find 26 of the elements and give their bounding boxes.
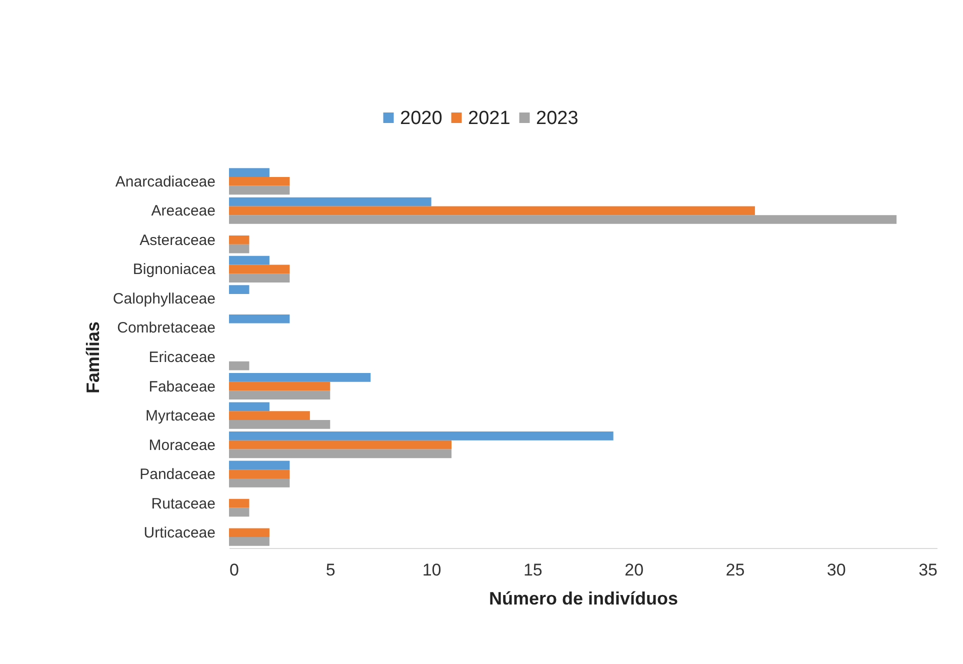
y-tick-label: Ericaceae (148, 349, 216, 366)
y-tick-label: Bignoniacea (132, 261, 216, 278)
x-tick-label: 25 (726, 560, 745, 580)
y-tick-label: Areaceae (151, 202, 216, 220)
x-tick-label: 20 (624, 560, 644, 580)
y-tick-label: Fabaceae (148, 378, 216, 396)
x-tick-label: 0 (230, 560, 239, 580)
y-tick-label: Anarcadiaceae (115, 173, 216, 190)
y-tick-label: Rutaceae (151, 495, 216, 512)
x-tick-label: 35 (918, 560, 938, 580)
x-axis-title: Número de indivíduos (488, 588, 678, 608)
y-tick-label: Combretaceae (117, 320, 216, 337)
x-tick-label: 30 (826, 560, 846, 580)
legend-label: 2021 (468, 108, 510, 129)
y-tick-label: Myrtaceae (145, 408, 216, 425)
x-tick-label: 5 (326, 560, 336, 580)
legend-label: 2020 (400, 108, 442, 129)
y-tick-label: Asteraceae (140, 232, 216, 249)
legend-label: 2023 (536, 108, 578, 129)
y-tick-label: Urticaceae (144, 524, 216, 542)
x-tick-label: 10 (422, 560, 442, 580)
y-axis-title: Famílias (82, 321, 103, 394)
x-tick-label: 15 (523, 560, 542, 580)
y-tick-label: Moraceae (148, 436, 216, 454)
y-tick-label: Calophyllaceae (112, 290, 216, 308)
y-tick-label: Pandaceae (140, 466, 216, 484)
